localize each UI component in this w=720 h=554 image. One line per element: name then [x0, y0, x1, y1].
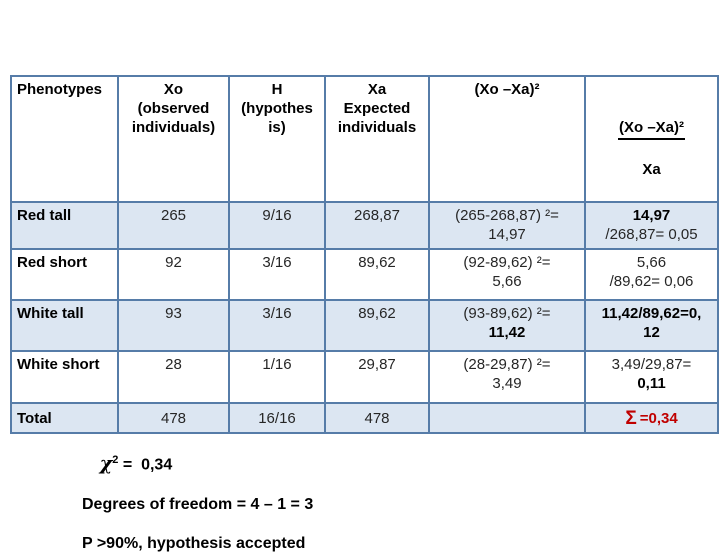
- expected-value: 89,62: [324, 248, 430, 301]
- ratio-denominator: Xa: [642, 161, 661, 178]
- squared-diff-result: 5,66: [492, 273, 522, 290]
- ratio-numerator: (Xo –Xa)²: [617, 118, 685, 140]
- total-hypothesis: 16/16: [228, 402, 326, 434]
- col-header-observed: Xo (observed individuals): [117, 75, 230, 203]
- expected-value: 268,87: [324, 201, 430, 250]
- squared-diff-cell: (28-29,87) ²= 3,49: [428, 350, 586, 404]
- phenotype-label: Red tall: [10, 201, 119, 250]
- squared-diff-expression: (265-268,87) ²=: [455, 207, 559, 224]
- chi-value: = 0,34: [118, 456, 173, 474]
- ratio-cell: 14,97 /268,87= 0,05: [584, 201, 719, 250]
- chi-symbol: χ: [99, 452, 113, 475]
- degrees-of-freedom-line: Degrees of freedom = 4 – 1 = 3: [82, 496, 314, 514]
- squared-diff-expression: (93-89,62) ²=: [463, 305, 551, 322]
- col-header-hypothesis: H (hypothes is): [228, 75, 326, 203]
- chi-exponent: 2: [112, 454, 119, 466]
- ratio-expression: 3,49/29,87=: [611, 356, 692, 373]
- table-row-white-short: White short 28 1/16 29,87 (28-29,87) ²= …: [10, 350, 719, 404]
- table-row-total: Total 478 16/16 478 Σ =0,34: [10, 402, 719, 434]
- ratio-cell: 11,42/89,62=0, 12: [584, 299, 719, 352]
- slide: { "table": { "headers": { "phenotypes": …: [10, 75, 719, 553]
- squared-diff-expression: (92-89,62) ²=: [463, 254, 551, 271]
- expected-value: 29,87: [324, 350, 430, 404]
- header-row: Phenotypes Xo (observed individuals) H (…: [10, 75, 719, 203]
- sigma-symbol: Σ: [625, 407, 637, 429]
- ratio-result: 0,11: [637, 375, 666, 392]
- observed-value: 28: [117, 350, 230, 404]
- chi-square-result-line: χ2 = 0,34: [82, 430, 313, 495]
- squared-diff-result: 11,42: [488, 324, 526, 341]
- hypothesis-value: 9/16: [228, 201, 326, 250]
- squared-diff-expression: (28-29,87) ²=: [463, 356, 551, 373]
- observed-value: 265: [117, 201, 230, 250]
- sum-value: =0,34: [639, 409, 678, 427]
- table-row-red-short: Red short 92 3/16 89,62 (92-89,62) ²= 5,…: [10, 248, 719, 301]
- hypothesis-value: 3/16: [228, 299, 326, 352]
- squared-diff-cell: (93-89,62) ²= 11,42: [428, 299, 586, 352]
- squared-diff-cell: (265-268,87) ²= 14,97: [428, 201, 586, 250]
- total-observed: 478: [117, 402, 230, 434]
- ratio-expression: 5,66: [636, 254, 667, 271]
- hypothesis-value: 3/16: [228, 248, 326, 301]
- ratio-cell: 3,49/29,87= 0,11: [584, 350, 719, 404]
- expected-value: 89,62: [324, 299, 430, 352]
- total-expected: 478: [324, 402, 430, 434]
- observed-value: 93: [117, 299, 230, 352]
- squared-diff-cell: (92-89,62) ²= 5,66: [428, 248, 586, 301]
- ratio-expression: 14,97: [632, 207, 671, 224]
- col-header-squared-diff: (Xo –Xa)²: [428, 75, 586, 203]
- ratio-cell: 5,66 /89,62= 0,06: [584, 248, 719, 301]
- ratio-result: 12: [643, 324, 660, 341]
- squared-diff-result: 3,49: [492, 375, 522, 392]
- ratio-fraction: (Xo –Xa)² Xa: [617, 99, 685, 198]
- col-header-phenotypes: Phenotypes: [10, 75, 119, 203]
- phenotype-label: Red short: [10, 248, 119, 301]
- table-row-white-tall: White tall 93 3/16 89,62 (93-89,62) ²= 1…: [10, 299, 719, 352]
- ratio-expression: 11,42/89,62=0,: [601, 305, 702, 322]
- observed-value: 92: [117, 248, 230, 301]
- hypothesis-value: 1/16: [228, 350, 326, 404]
- col-header-ratio: (Xo –Xa)² Xa: [584, 75, 719, 203]
- total-label: Total: [10, 402, 119, 434]
- chi-square-sum: Σ =0,34: [584, 402, 719, 434]
- total-squared-diff-empty: [428, 402, 586, 434]
- phenotype-label: White tall: [10, 299, 119, 352]
- squared-diff-result: 14,97: [488, 226, 526, 243]
- ratio-result: /268,87= 0,05: [605, 226, 698, 243]
- conclusion-text-block: χ2 = 0,34 Degrees of freedom = 4 – 1 = 3…: [82, 430, 313, 554]
- chi-square-table: Phenotypes Xo (observed individuals) H (…: [10, 75, 719, 434]
- ratio-result: /89,62= 0,06: [609, 273, 694, 290]
- table-row-red-tall: Red tall 265 9/16 268,87 (265-268,87) ²=…: [10, 201, 719, 250]
- phenotype-label: White short: [10, 350, 119, 404]
- col-header-expected: Xa Expected individuals: [324, 75, 430, 203]
- p-value-conclusion-line: P >90%, hypothesis accepted: [82, 535, 306, 553]
